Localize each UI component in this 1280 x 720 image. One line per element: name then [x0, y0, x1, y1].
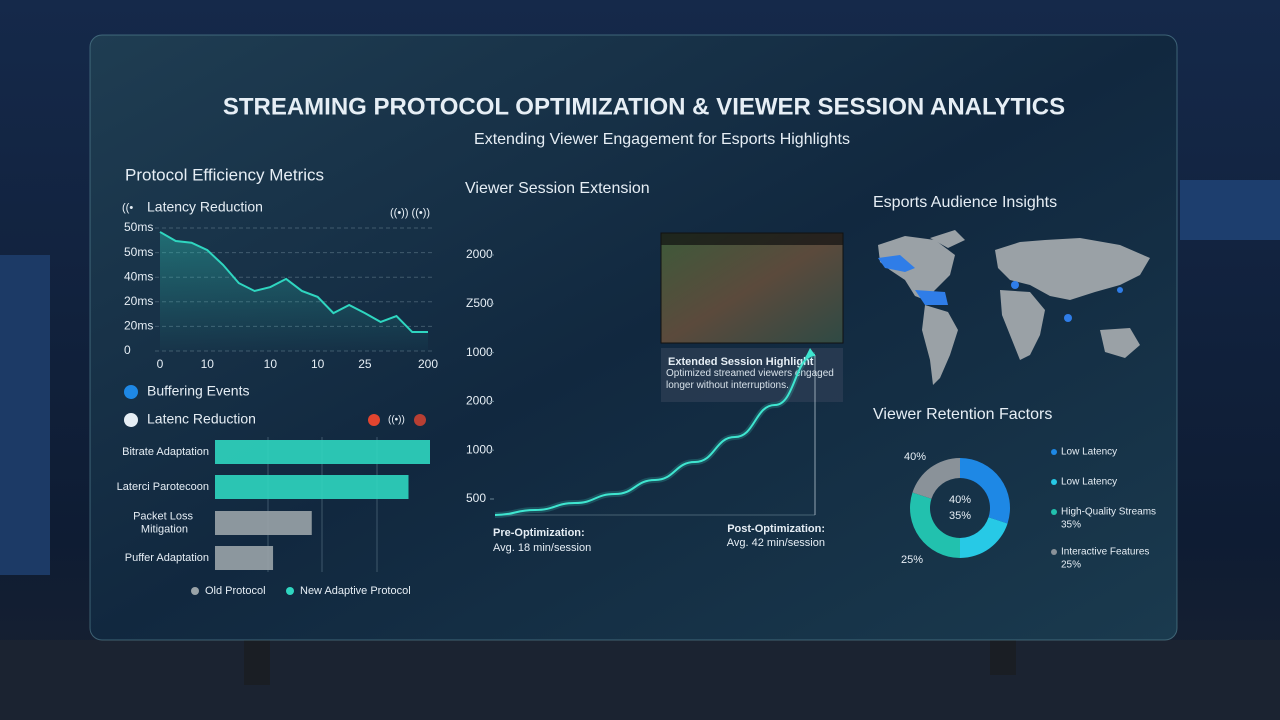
y-tick-label: Packet Loss Mitigation [133, 510, 193, 535]
world-map [878, 230, 1150, 385]
donut-annotation: 40% [949, 494, 971, 506]
map-highlight [878, 255, 1123, 322]
legend-note: 25% [1061, 560, 1081, 571]
y-tick-label: 0 [124, 343, 131, 357]
y-tick-label: 1000 [466, 442, 493, 456]
end-note: Avg. 42 min/session [727, 537, 825, 549]
donut-segment [912, 458, 960, 499]
legend-label: High-Quality Streams [1061, 507, 1156, 518]
panel-title: Viewer Retention Factors [873, 406, 1052, 423]
icon [124, 385, 138, 399]
donut-annotation: 25% [901, 554, 923, 566]
video-thumbnail [660, 232, 844, 344]
icon: ((•)) [388, 415, 405, 426]
panel-title: Viewer Session Extension [465, 180, 650, 197]
bar [215, 511, 312, 535]
panel-title: Protocol Efficiency Metrics [125, 165, 324, 184]
continent [995, 238, 1150, 300]
y-tick-label: 2000 [466, 394, 493, 408]
donut-annotation: 35% [949, 510, 971, 522]
legend-swatch [191, 587, 199, 595]
y-tick-label: 40ms [124, 269, 153, 283]
video-hud [661, 233, 843, 245]
arrow-head [805, 348, 815, 359]
side-box [0, 255, 50, 575]
donut-annotation: 40% [904, 451, 926, 463]
region [1011, 281, 1019, 289]
y-tick-label: Puffer Adaptation [125, 552, 209, 564]
y-tick-label: 20ms [124, 319, 153, 333]
icon [368, 414, 380, 426]
y-tick-label: Z500 [466, 296, 494, 310]
icon [414, 414, 426, 426]
line-area [160, 231, 428, 351]
y-tick-label: 50ms [124, 220, 153, 234]
y-tick-label: 2000 [466, 247, 493, 261]
line [494, 354, 816, 517]
region [878, 255, 915, 272]
panel-title: Buffering Events [147, 383, 249, 399]
x-tick-label: 10 [264, 357, 278, 371]
y-tick-label: 20ms [124, 294, 153, 308]
page-title: STREAMING PROTOCOL OPTIMIZATION & VIEWER… [223, 93, 1065, 120]
x-tick-label: 25 [358, 357, 372, 371]
bar [215, 475, 409, 499]
y-tick-label: Bitrate Adaptation [122, 446, 209, 458]
legend-swatch [286, 587, 294, 595]
legend-note: 35% [1061, 520, 1081, 531]
x-tick-label: 10 [311, 357, 325, 371]
annotation-box [661, 348, 843, 402]
y-tick-label: 50ms [124, 245, 153, 259]
donut-segment [910, 492, 960, 558]
continent [922, 305, 958, 385]
continent [1100, 328, 1140, 358]
continent [1000, 290, 1045, 360]
annotation-title: Extended Session Highlight [668, 356, 814, 368]
side-panel [1180, 180, 1280, 240]
panel-subtitle: Latency Reduction [147, 199, 263, 215]
legend-swatch [1051, 479, 1057, 485]
legend-label: Interactive Features [1061, 547, 1149, 558]
end-label: Post-Optimization: [727, 523, 825, 535]
legend-label: Low Latency [1061, 447, 1117, 458]
bar [215, 546, 274, 570]
legend-label: New Adaptive Protocol [300, 585, 411, 597]
start-note: Avg. 18 min/session [493, 542, 591, 554]
line [159, 231, 428, 334]
bar [215, 440, 430, 464]
icon [124, 413, 138, 427]
legend-label: Low Latency [1061, 477, 1117, 488]
annotation-text-box: Optimized streamed viewers engaged longe… [666, 368, 834, 391]
region [1117, 287, 1123, 293]
legend-swatch [1051, 509, 1057, 515]
y-tick-label: 1000 [466, 345, 493, 359]
panel-title: Esports Audience Insights [873, 194, 1057, 211]
y-tick-label: Laterci Parotecoon [117, 481, 209, 493]
region [915, 290, 948, 305]
continent [878, 236, 955, 300]
panel-subtitle: Latenc Reduction [147, 411, 256, 427]
wifi-icon: ((•)) ((•)) [390, 207, 430, 219]
donut-segment [960, 458, 1010, 524]
x-tick-label: 200 [418, 357, 438, 371]
page-subtitle: Extending Viewer Engagement for Esports … [474, 131, 850, 148]
wifi-icon: ((• [122, 202, 133, 214]
start-label: Pre-Optimization: [493, 527, 585, 539]
x-tick-label: 0 [157, 357, 164, 371]
continent [930, 230, 965, 248]
legend-swatch [1051, 449, 1057, 455]
donut-segment [960, 517, 1008, 558]
legend-label: Old Protocol [205, 585, 266, 597]
x-tick-label: 10 [201, 357, 215, 371]
annotation-text: Optimized streamed viewers engaged longe… [666, 368, 834, 391]
y-tick-label: 500 [466, 491, 486, 505]
region [1064, 314, 1072, 322]
legend-swatch [1051, 549, 1057, 555]
floor [0, 640, 1280, 720]
